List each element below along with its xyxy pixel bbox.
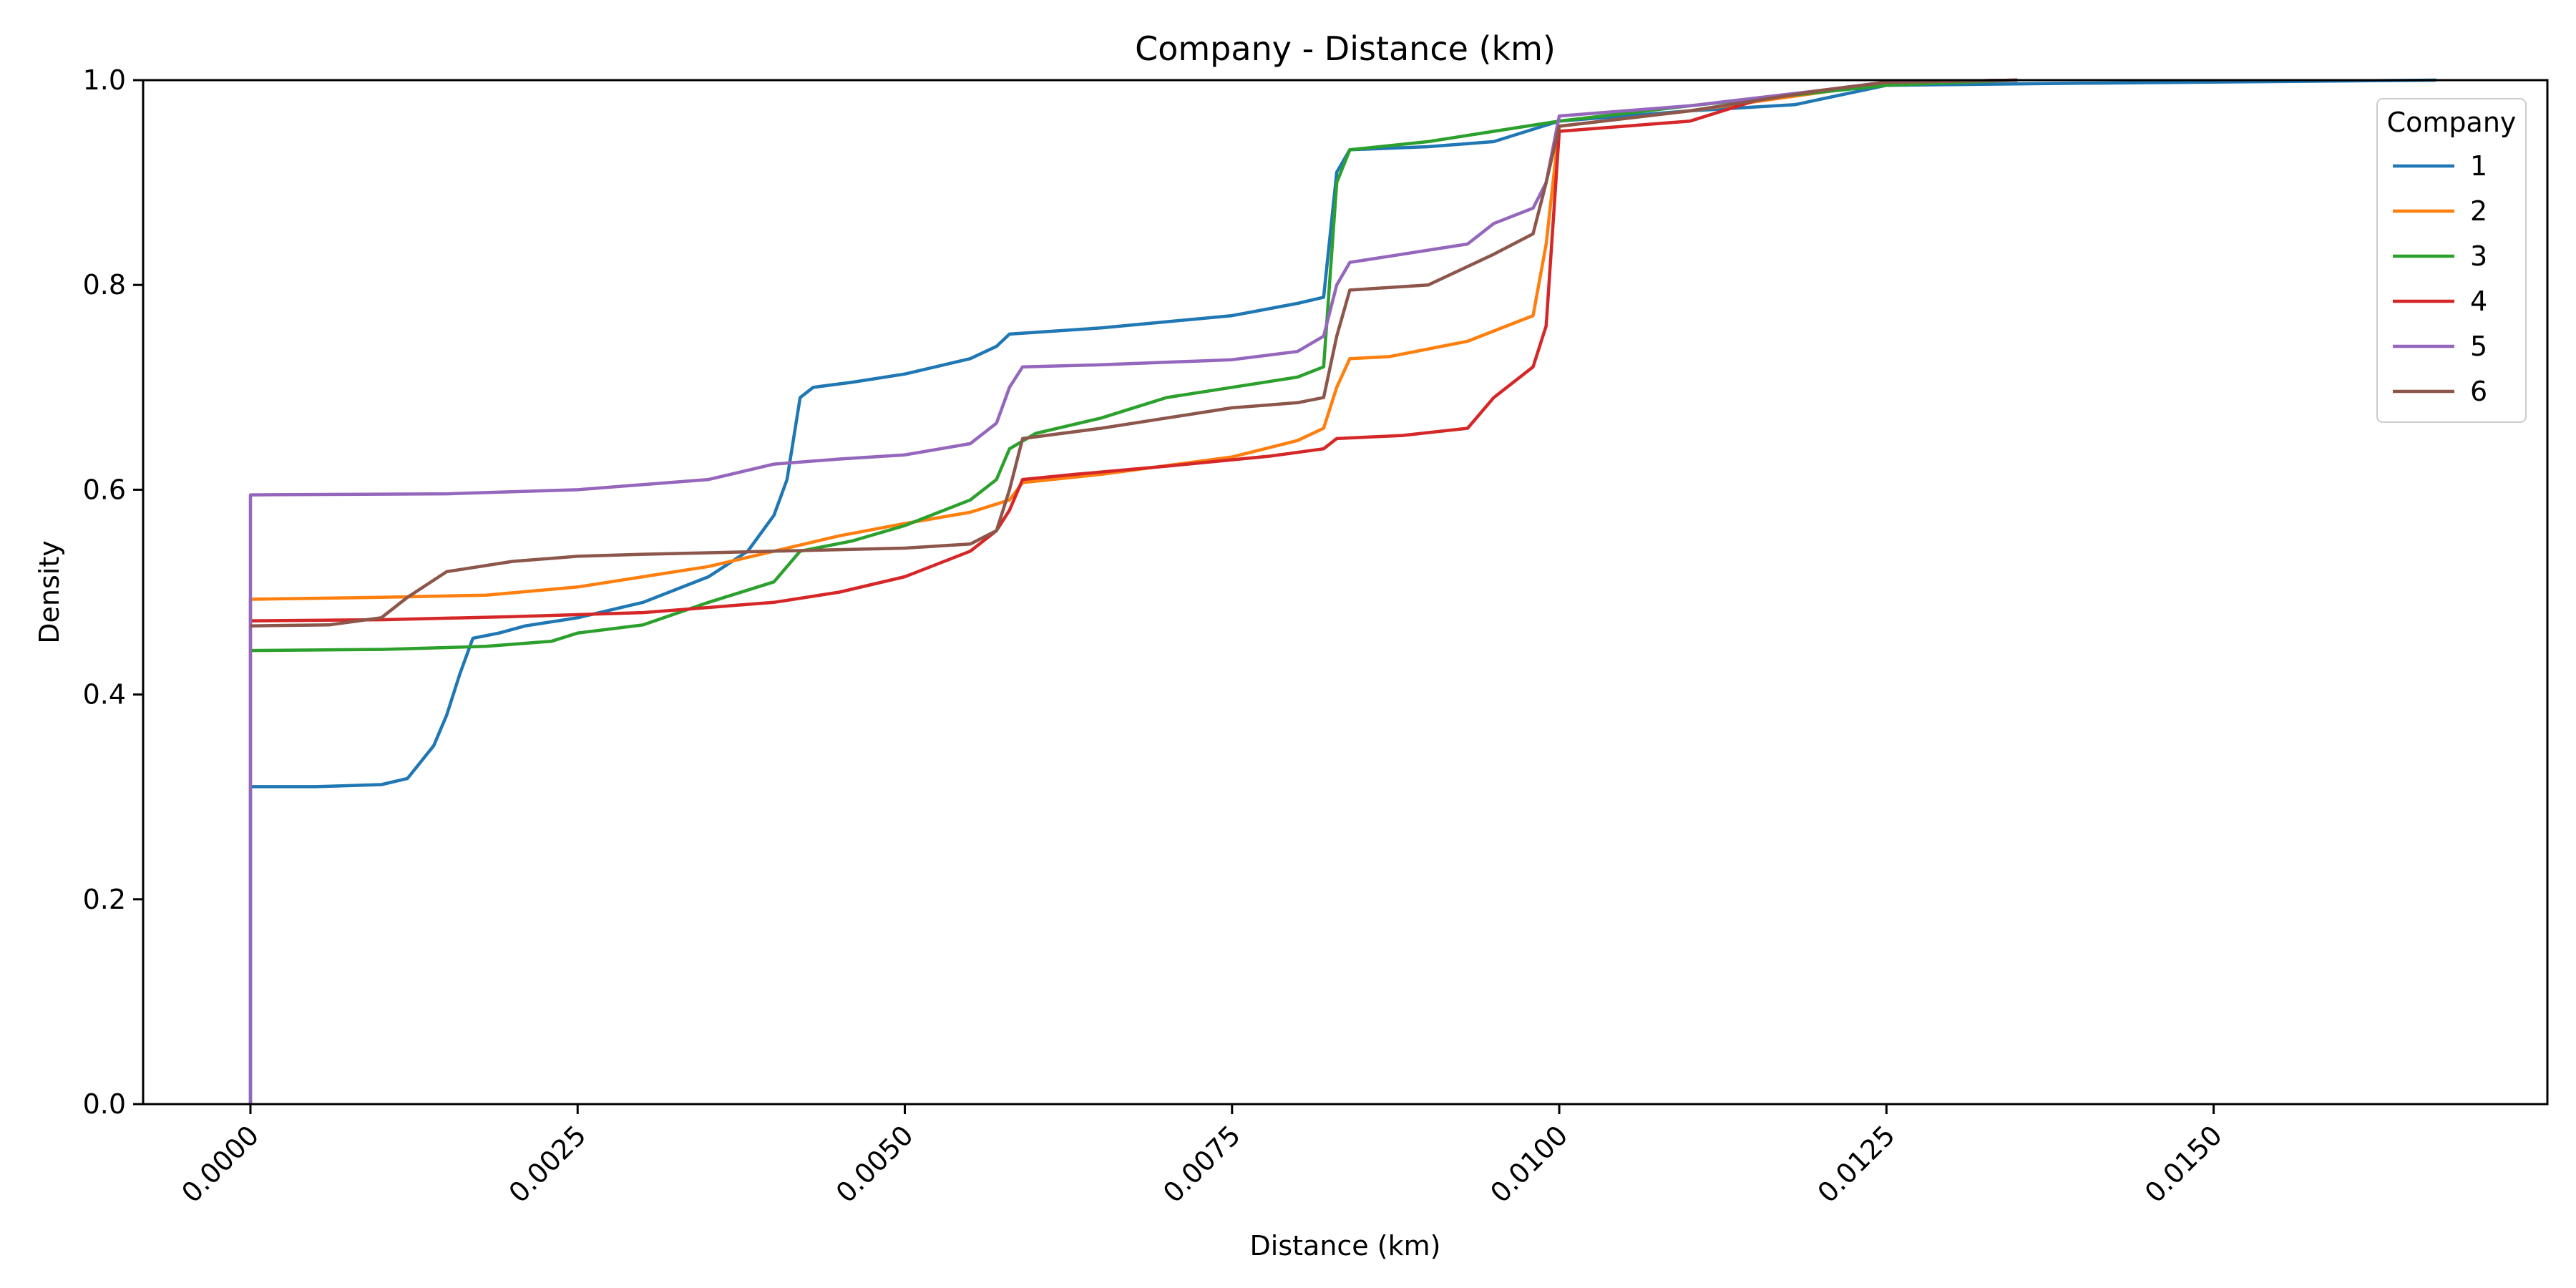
y-axis-label: Density — [34, 540, 65, 643]
legend-label-2: 2 — [2470, 195, 2487, 227]
x-tick-label: 0.0125 — [1812, 1119, 1901, 1209]
y-tick-label: 0.2 — [83, 884, 126, 915]
y-axis: 0.0 0.2 0.4 0.6 0.8 1.0 — [83, 64, 143, 1120]
x-tick-label: 0.0025 — [502, 1119, 592, 1209]
series-line-1 — [248, 78, 2436, 1104]
x-tick-label: 0.0075 — [1157, 1119, 1246, 1209]
x-axis: 0.0000 0.0025 0.0050 0.0075 0.0100 0.0125 0.01… — [175, 1104, 2228, 1209]
legend-box — [2376, 98, 2527, 423]
legend-label-6: 6 — [2470, 376, 2487, 407]
y-tick-label: 1.0 — [83, 64, 126, 96]
x-axis-label: Distance (km) — [1250, 1230, 1441, 1262]
legend-label-1: 1 — [2470, 150, 2487, 182]
legend: Company 1 2 3 4 5 6 — [2376, 98, 2527, 423]
y-tick-label: 0.4 — [83, 679, 126, 711]
series-line-6 — [250, 78, 2018, 628]
series-line-3 — [250, 78, 2018, 653]
series-line-4 — [250, 78, 2018, 623]
x-tick-label: 0.0000 — [175, 1119, 265, 1209]
chart-title: Company - Distance (km) — [1135, 29, 1556, 68]
x-tick-label: 0.0150 — [2139, 1119, 2228, 1209]
plot-frame — [142, 79, 2549, 1106]
series-line-2 — [248, 78, 2018, 787]
legend-title: Company — [2387, 107, 2517, 138]
legend-items: 1 2 3 4 5 6 — [2393, 150, 2487, 407]
x-tick-label: 0.0050 — [830, 1119, 919, 1209]
series-layer — [248, 78, 2436, 1104]
legend-label-4: 4 — [2470, 286, 2487, 317]
y-tick-label: 0.0 — [83, 1088, 126, 1120]
legend-label-5: 5 — [2470, 331, 2487, 362]
legend-label-3: 3 — [2470, 240, 2487, 272]
y-tick-label: 0.6 — [83, 474, 126, 505]
y-tick-label: 0.8 — [83, 269, 126, 301]
x-tick-label: 0.0100 — [1484, 1119, 1574, 1209]
